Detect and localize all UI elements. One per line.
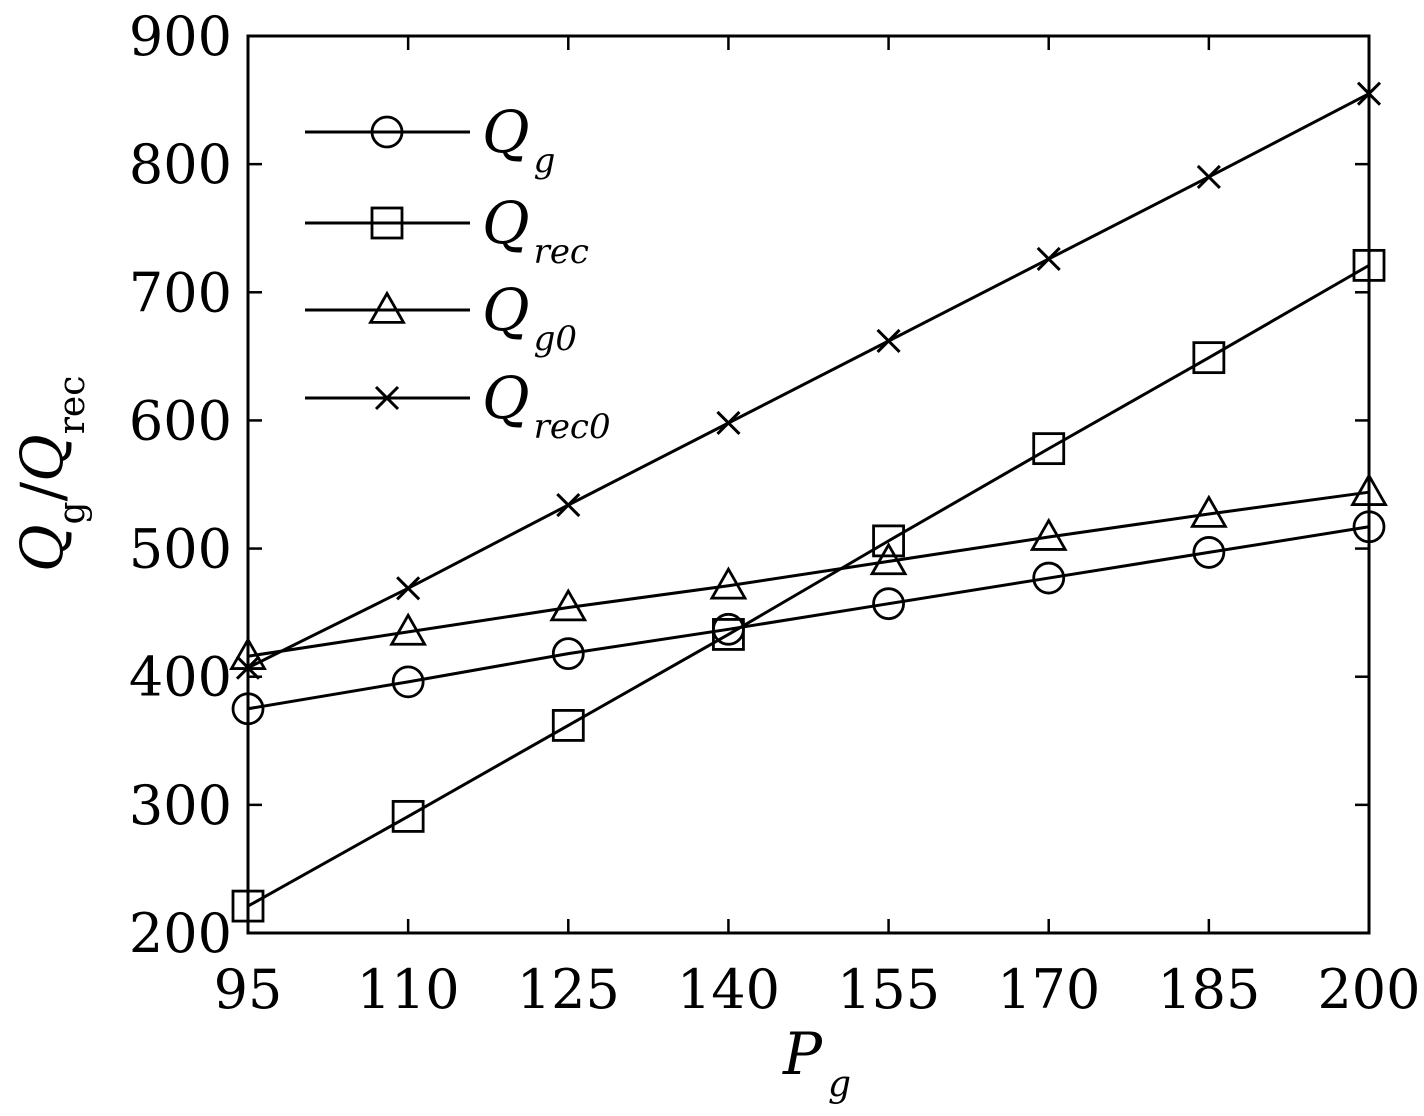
- marker-circle: [391, 665, 425, 699]
- marker-x-stroke: [1356, 81, 1382, 106]
- marker-x: [1356, 81, 1382, 106]
- marker-circle: [1032, 561, 1066, 595]
- marker-square: [712, 618, 745, 651]
- marker-circle: [231, 692, 265, 726]
- x-tick-label: 95: [214, 958, 283, 1021]
- marker-circle: [1192, 536, 1226, 569]
- marker-triangle: [1189, 494, 1228, 528]
- legend-label-sub: g0: [534, 319, 577, 359]
- marker-triangle: [1350, 472, 1388, 506]
- marker-x-stroke: [374, 385, 400, 411]
- series-circle: [231, 510, 1386, 726]
- marker-square: [231, 889, 265, 923]
- marker-x-stroke: [1196, 164, 1221, 190]
- marker-x-stroke: [716, 410, 741, 436]
- y-tick-label: 500: [129, 518, 232, 581]
- marker-x: [716, 410, 741, 436]
- marker-triangle: [549, 588, 588, 622]
- series-line: [247, 92, 1370, 670]
- marker-x: [1196, 164, 1221, 190]
- legend-label-main: Q: [482, 189, 530, 257]
- x-tick-label: 140: [677, 958, 780, 1021]
- series-square: [231, 248, 1386, 923]
- marker-square: [1032, 432, 1066, 466]
- marker-x: [374, 385, 400, 411]
- plot-frame: [246, 34, 1371, 935]
- marker-circle: [872, 587, 905, 621]
- marker-x: [556, 492, 581, 518]
- y-tick-label: 300: [129, 774, 232, 837]
- marker-square: [1352, 248, 1386, 282]
- y-tick-label: 400: [129, 646, 232, 709]
- axes: 95 110 125 140 155 170 185 200 200 300 400 500 600 70…: [129, 5, 1421, 1021]
- marker-square: [391, 799, 425, 833]
- series-triangle: [229, 472, 1388, 670]
- y-tick-label: 700: [129, 261, 232, 324]
- series-line: [247, 525, 1370, 711]
- legend-label-sub: rec: [534, 232, 589, 272]
- x-tick-label: 110: [357, 958, 460, 1021]
- marker-square: [551, 709, 585, 742]
- x-tick-label: 125: [517, 958, 620, 1021]
- legend-label-main: Q: [482, 276, 530, 344]
- marker-circle: [1352, 510, 1386, 544]
- marker-square: [1192, 341, 1226, 375]
- series-line: [247, 264, 1370, 908]
- series-line: [247, 490, 1370, 658]
- marker-x-stroke: [235, 655, 261, 680]
- marker-circle: [370, 115, 404, 149]
- marker-x: [396, 576, 421, 601]
- marker-x-stroke: [396, 576, 421, 601]
- series-layer: [229, 81, 1388, 923]
- x-tick-label: 170: [997, 958, 1100, 1021]
- marker-circle: [551, 637, 585, 671]
- marker-triangle: [1029, 517, 1068, 551]
- x-tick-label: 200: [1317, 958, 1420, 1021]
- marker-triangle: [869, 542, 908, 576]
- legend-label-main: Q: [482, 364, 530, 432]
- marker-triangle: [389, 612, 428, 646]
- x-tick-label: 185: [1157, 958, 1260, 1021]
- marker-triangle: [709, 566, 748, 600]
- marker-x: [876, 328, 901, 354]
- y-tick-label: 800: [129, 133, 232, 196]
- y-axis-label-sub2: rec: [52, 376, 93, 435]
- marker-x-stroke: [876, 328, 901, 354]
- x-axis-label-sub: g: [828, 1064, 851, 1105]
- legend-label-sub: g: [534, 141, 556, 181]
- marker-x: [235, 655, 261, 680]
- series-x: [235, 81, 1382, 680]
- marker-square: [872, 524, 905, 558]
- marker-x-stroke: [1036, 246, 1061, 272]
- y-axis-label-sub1: g: [52, 501, 93, 524]
- legend-label-sub: rec0: [534, 407, 611, 447]
- y-tick-label: 200: [129, 902, 232, 965]
- y-axis-label: Qg/Qrec: [8, 376, 93, 572]
- marker-x: [1036, 246, 1061, 272]
- y-axis-label-q1: Q: [8, 524, 76, 572]
- legend-label-main: Q: [482, 98, 530, 166]
- marker-square: [370, 206, 404, 240]
- marker-x-stroke: [556, 492, 581, 518]
- y-tick-label: 600: [129, 389, 232, 452]
- y-tick-label: 900: [129, 5, 232, 68]
- y-axis-label-slash: /: [8, 481, 76, 501]
- marker-triangle: [368, 290, 406, 324]
- x-axis-label-main: P: [782, 1020, 823, 1088]
- x-tick-label: 155: [837, 958, 940, 1021]
- y-axis-label-q2: Q: [8, 434, 76, 482]
